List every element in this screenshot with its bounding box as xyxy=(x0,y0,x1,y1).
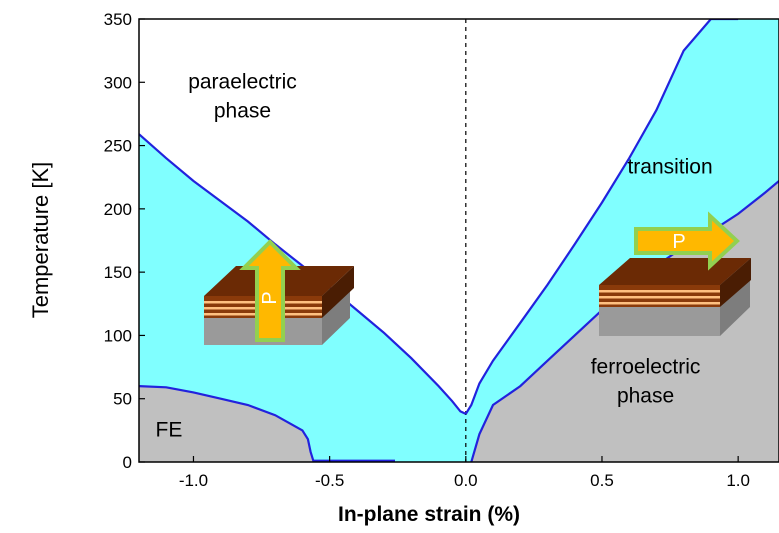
y-tick-label: 150 xyxy=(104,263,132,282)
x-tick-label: 0.0 xyxy=(454,471,478,490)
x-tick-label: 0.5 xyxy=(590,471,614,490)
substrate-side-face xyxy=(720,279,750,336)
polarization-label-vertical: P xyxy=(259,291,281,304)
y-axis-label: Temperature [K] xyxy=(28,162,53,319)
x-tick-label: -1.0 xyxy=(179,471,208,490)
x-tick-label: -0.5 xyxy=(315,471,344,490)
y-tick-label: 250 xyxy=(104,137,132,156)
film-stripe xyxy=(599,290,720,293)
y-tick-label: 100 xyxy=(104,326,132,345)
polarization-label-in-plane: P xyxy=(672,231,685,253)
y-tick-label: 300 xyxy=(104,73,132,92)
x-axis-label: In-plane strain (%) xyxy=(338,503,520,526)
y-tick-label: 200 xyxy=(104,200,132,219)
polarization-arrow-right xyxy=(634,211,740,271)
paraelectric-label: paraelectric phase xyxy=(188,71,297,123)
y-tick-label: 350 xyxy=(104,10,132,29)
x-tick-label: 1.0 xyxy=(726,471,750,490)
transition-label: transition xyxy=(627,155,712,178)
y-tick-label: 50 xyxy=(113,390,132,409)
substrate-front-face xyxy=(599,307,720,336)
plot-frame xyxy=(138,18,779,463)
boundary-line-upper-boundary-right xyxy=(464,19,739,415)
film-side-face xyxy=(322,266,354,318)
fe-label: FE xyxy=(156,419,183,442)
boundary-line-lower-boundary-left xyxy=(139,385,395,462)
film-stripe xyxy=(599,296,720,299)
film-stripe xyxy=(599,302,720,305)
in-plane-polarization-inset: P xyxy=(599,211,751,336)
film-side-face xyxy=(720,258,751,307)
y-tick-label: 0 xyxy=(123,453,132,472)
ferroelectric-label: ferroelectric phase xyxy=(591,355,701,407)
polarization-arrow-up xyxy=(239,239,301,342)
fe-region-left xyxy=(139,386,395,462)
vertical-polarization-inset: P xyxy=(204,239,354,345)
substrate-side-face xyxy=(322,290,350,345)
